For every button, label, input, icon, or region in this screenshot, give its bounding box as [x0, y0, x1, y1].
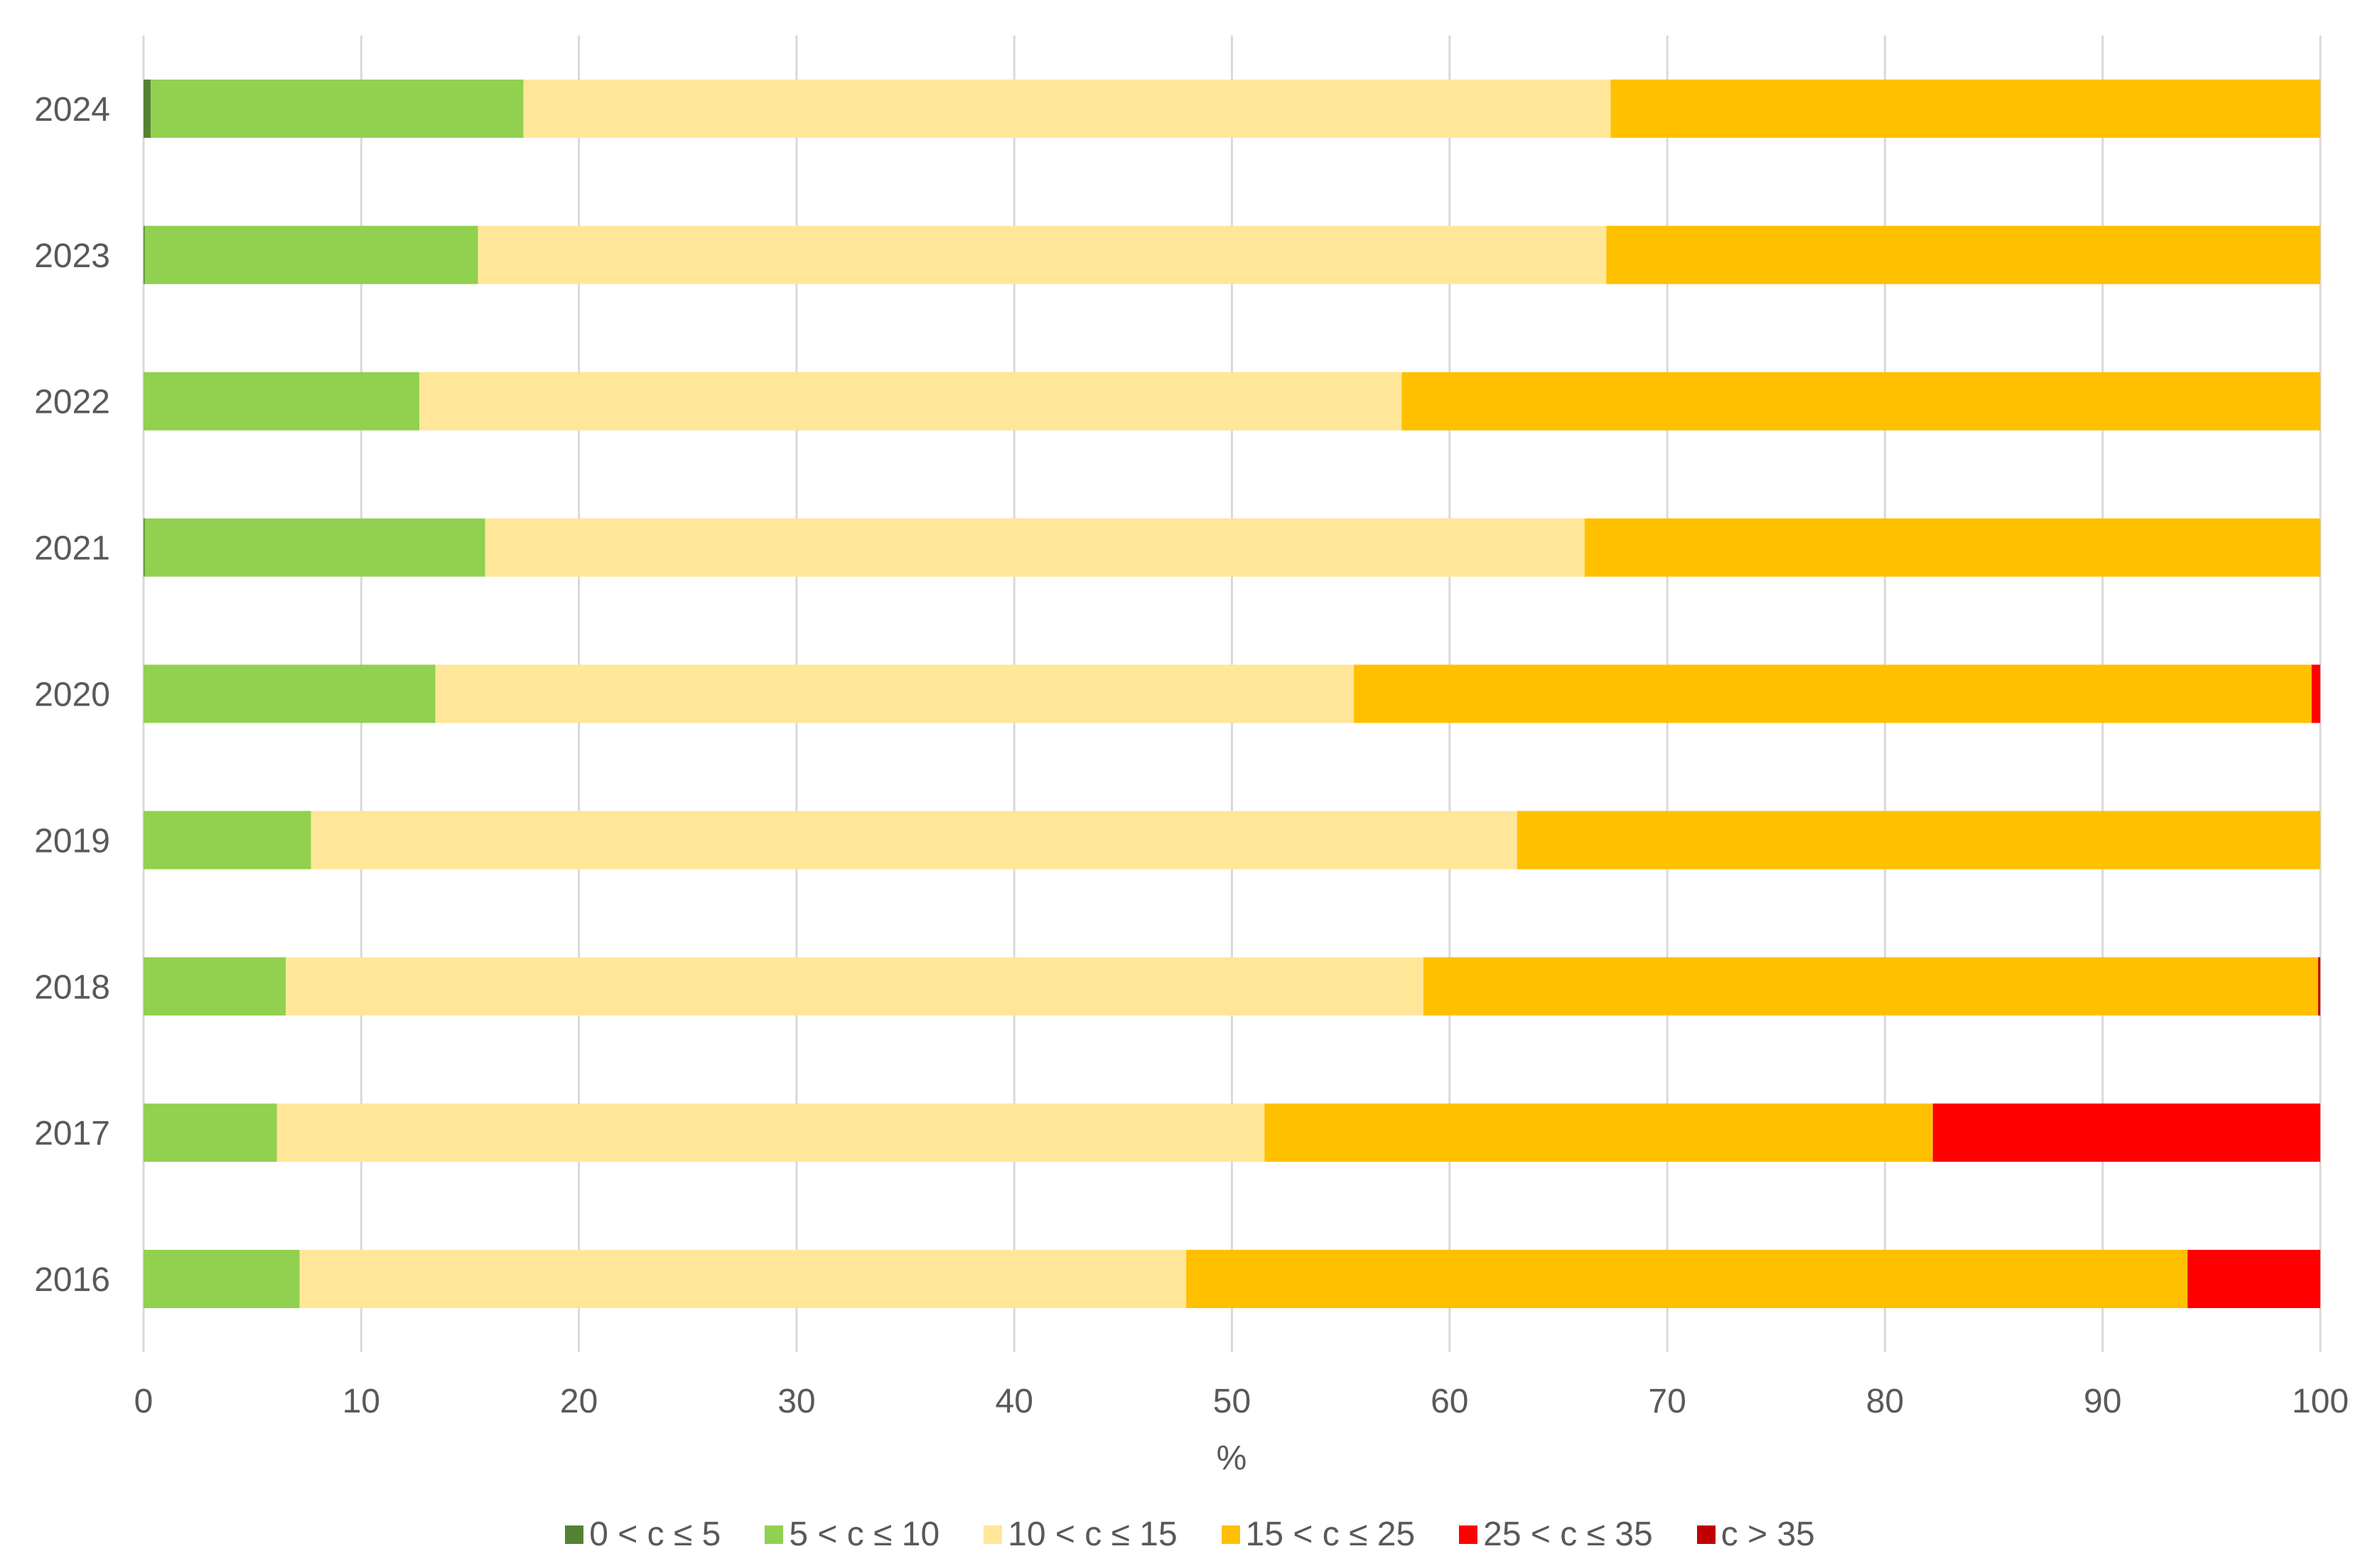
legend: 0 < c ≤ 5 5 < c ≤ 10 10 < c ≤ 15 15 < c ≤ 2…	[0, 1515, 2380, 1554]
y-tick-label: 2018	[34, 968, 110, 1006]
bar-segment-2017-series-3	[1264, 1103, 1933, 1162]
bar-segment-2023-series-3	[1606, 225, 2320, 284]
legend-label: c > 35	[1721, 1516, 1815, 1553]
bar-segment-2019-series-1	[144, 811, 311, 870]
legend-item: 15 < c ≤ 25	[1221, 1515, 1416, 1554]
bar-segment-2019-series-3	[1517, 811, 2320, 870]
bar-segment-2018-series-1	[144, 957, 286, 1016]
legend-swatch	[565, 1525, 584, 1544]
bar-segment-2022-series-2	[419, 372, 1402, 431]
legend-swatch	[1221, 1525, 1240, 1544]
bar-segment-2024-series-0	[144, 79, 151, 138]
bar-segment-2021-series-0	[144, 518, 145, 577]
bar-segment-2016-series-4	[2187, 1250, 2320, 1309]
x-tick-label: 70	[1648, 1383, 1686, 1420]
bar-segment-2023-series-2	[478, 225, 1607, 284]
x-tick-label: 60	[1431, 1383, 1468, 1420]
legend-item: 0 < c ≤ 5	[565, 1515, 721, 1554]
legend-label: 15 < c ≤ 25	[1245, 1516, 1416, 1553]
x-tick-label: 80	[1866, 1383, 1904, 1420]
legend-item: 5 < c ≤ 10	[765, 1515, 939, 1554]
x-tick-label: 10	[343, 1383, 380, 1420]
bar-segment-2020-series-3	[1354, 664, 2312, 723]
legend-label: 5 < c ≤ 10	[789, 1516, 940, 1553]
x-tick-label: 90	[2084, 1383, 2121, 1420]
bar-segment-2021-series-2	[485, 518, 1585, 577]
bar-segment-2016-series-1	[144, 1250, 300, 1309]
bar-segment-2019-series-2	[311, 811, 1517, 870]
bar-segment-2022-series-3	[1401, 372, 2320, 431]
bar-segment-2021-series-1	[144, 518, 485, 577]
x-tick-label: 0	[134, 1383, 154, 1420]
legend-swatch	[984, 1525, 1003, 1544]
y-tick-label: 2021	[34, 530, 110, 568]
bar-segment-2021-series-3	[1584, 518, 2320, 577]
bar-segment-2017-series-4	[1932, 1103, 2320, 1162]
x-tick-label: 50	[1213, 1383, 1251, 1420]
bars	[144, 79, 2320, 1309]
x-tick-label: 20	[560, 1383, 598, 1420]
y-tick-label: 2022	[34, 384, 110, 421]
legend-swatch	[1459, 1525, 1478, 1544]
y-tick-label: 2017	[34, 1115, 110, 1152]
legend-label: 25 < c ≤ 35	[1483, 1516, 1653, 1553]
bar-segment-2024-series-1	[151, 79, 524, 138]
y-tick-label: 2020	[34, 676, 110, 714]
bar-segment-2017-series-2	[276, 1103, 1265, 1162]
bar-segment-2018-series-2	[286, 957, 1424, 1016]
y-tick-label: 2019	[34, 822, 110, 860]
bar-segment-2020-series-1	[144, 664, 436, 723]
bar-segment-2020-series-2	[435, 664, 1355, 723]
bar-segment-2024-series-3	[1610, 79, 2320, 138]
bar-segment-2023-series-0	[144, 225, 145, 284]
legend-item: c > 35	[1696, 1515, 1815, 1554]
bar-segment-2023-series-1	[144, 225, 478, 284]
legend-item: 10 < c ≤ 15	[984, 1515, 1178, 1554]
y-tick-label: 2023	[34, 237, 110, 275]
legend-swatch	[765, 1525, 784, 1544]
y-tick-label: 2016	[34, 1261, 110, 1299]
legend-label: 0 < c ≤ 5	[589, 1516, 721, 1553]
x-tick-label: 40	[996, 1383, 1033, 1420]
y-axis-labels: 2024 2023 2022 2021 2020 2019 2018 2017 2016	[34, 91, 110, 1299]
bar-segment-2016-series-3	[1186, 1250, 2188, 1309]
bar-segment-2016-series-2	[299, 1250, 1187, 1309]
bar-segment-2018-series-5	[2317, 957, 2320, 1016]
x-tick-label: 30	[777, 1383, 815, 1420]
y-tick-label: 2024	[34, 91, 110, 129]
bar-segment-2017-series-1	[144, 1103, 277, 1162]
bar-segment-2022-series-1	[144, 372, 420, 431]
legend-label: 10 < c ≤ 15	[1008, 1516, 1178, 1553]
legend-swatch	[1696, 1525, 1716, 1544]
x-axis-title: %	[1217, 1440, 1247, 1477]
x-axis-labels: 0 10 20 30 40 50 60 70 80 90 100	[134, 1383, 2349, 1420]
bar-segment-2020-series-4	[2311, 664, 2320, 723]
bar-segment-2024-series-2	[523, 79, 1611, 138]
bar-segment-2018-series-3	[1423, 957, 2318, 1016]
legend-item: 25 < c ≤ 35	[1459, 1515, 1653, 1554]
x-tick-label: 100	[2292, 1383, 2349, 1420]
